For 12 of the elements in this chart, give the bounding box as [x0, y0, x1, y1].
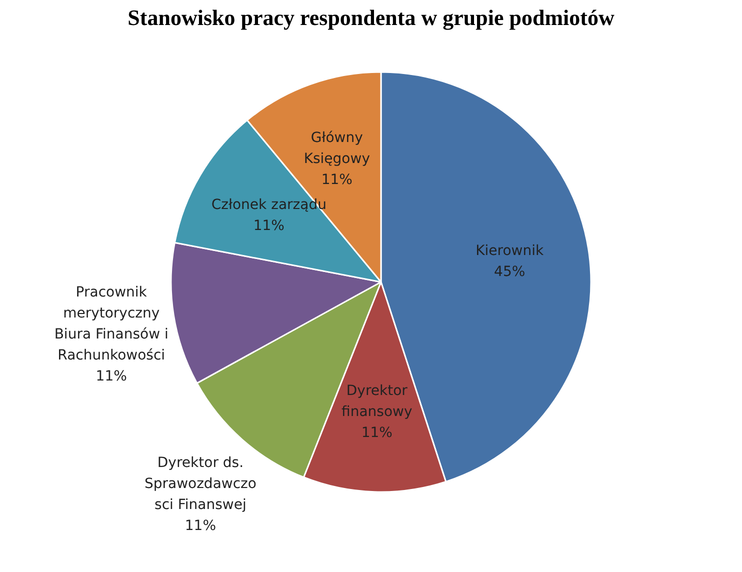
slice-label: Główny Księgowy	[304, 130, 370, 168]
chart-title: Stanowisko pracy respondenta w grupie podmiotów	[126, 4, 616, 32]
slice-label: Dyrektor finansowy	[342, 382, 412, 420]
data-label: 11%	[253, 218, 284, 234]
data-label: 11%	[96, 368, 127, 384]
data-label: 11%	[361, 424, 392, 441]
slice-label: Kierownik	[476, 242, 544, 259]
data-label: 45%	[494, 264, 526, 280]
data-label: 11%	[184, 518, 216, 534]
data-label: 11%	[321, 172, 352, 188]
slice-label: Dyrektor ds. Sprawozdawczo sci Finanswej	[144, 454, 256, 513]
slice-label: Pracownik merytoryczny Biura Finansów i Rachunkowości	[54, 284, 168, 364]
